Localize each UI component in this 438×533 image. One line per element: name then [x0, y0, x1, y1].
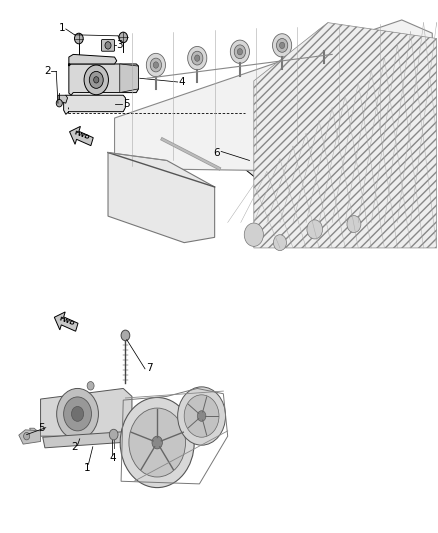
- Circle shape: [187, 46, 207, 70]
- Circle shape: [273, 235, 286, 251]
- Circle shape: [56, 100, 62, 107]
- Circle shape: [84, 65, 109, 95]
- Circle shape: [230, 40, 250, 63]
- Text: 5: 5: [123, 99, 130, 109]
- Polygon shape: [254, 22, 437, 248]
- Text: 2: 2: [71, 442, 78, 452]
- Circle shape: [286, 126, 299, 142]
- Circle shape: [244, 223, 263, 246]
- Circle shape: [57, 389, 99, 439]
- Circle shape: [129, 408, 185, 477]
- Circle shape: [272, 34, 292, 57]
- Circle shape: [89, 71, 103, 88]
- Text: 4: 4: [179, 77, 185, 87]
- Circle shape: [110, 429, 118, 440]
- Text: 6: 6: [213, 148, 220, 158]
- Polygon shape: [43, 431, 141, 448]
- Circle shape: [71, 407, 84, 421]
- Circle shape: [74, 33, 83, 44]
- Polygon shape: [120, 64, 138, 93]
- Text: 1: 1: [59, 23, 66, 33]
- Circle shape: [194, 55, 200, 61]
- Circle shape: [315, 28, 334, 51]
- Text: 3: 3: [117, 41, 123, 51]
- Circle shape: [197, 411, 206, 421]
- Circle shape: [94, 77, 99, 83]
- Circle shape: [191, 51, 203, 65]
- Text: 4: 4: [109, 454, 116, 463]
- Circle shape: [178, 387, 226, 445]
- Circle shape: [87, 382, 94, 390]
- Circle shape: [121, 330, 130, 341]
- Polygon shape: [64, 95, 125, 114]
- Circle shape: [251, 133, 264, 150]
- Polygon shape: [30, 428, 41, 439]
- Circle shape: [150, 58, 162, 72]
- Polygon shape: [234, 108, 319, 176]
- Polygon shape: [115, 20, 432, 171]
- Circle shape: [146, 53, 166, 77]
- Polygon shape: [19, 430, 41, 444]
- Circle shape: [234, 45, 246, 59]
- Circle shape: [319, 33, 330, 46]
- Polygon shape: [108, 152, 215, 243]
- Circle shape: [184, 395, 219, 437]
- Text: 2: 2: [44, 67, 50, 76]
- Circle shape: [153, 62, 159, 68]
- Polygon shape: [70, 126, 93, 146]
- Circle shape: [152, 436, 162, 449]
- Text: 1: 1: [84, 463, 90, 473]
- Circle shape: [244, 126, 270, 158]
- FancyBboxPatch shape: [284, 103, 302, 118]
- Polygon shape: [54, 312, 78, 331]
- Circle shape: [24, 432, 30, 440]
- FancyBboxPatch shape: [247, 109, 265, 124]
- Text: 5: 5: [38, 423, 45, 433]
- Circle shape: [307, 220, 322, 239]
- Polygon shape: [58, 95, 67, 103]
- Circle shape: [120, 398, 194, 488]
- Circle shape: [322, 36, 327, 43]
- Circle shape: [237, 49, 243, 55]
- Text: FWD: FWD: [58, 316, 75, 326]
- Circle shape: [279, 42, 285, 49]
- Polygon shape: [69, 64, 138, 95]
- Circle shape: [280, 119, 304, 149]
- Text: 7: 7: [146, 364, 153, 373]
- Circle shape: [119, 32, 127, 43]
- Circle shape: [347, 216, 361, 232]
- Circle shape: [105, 42, 111, 49]
- Polygon shape: [39, 389, 132, 436]
- Circle shape: [276, 38, 288, 52]
- FancyBboxPatch shape: [102, 39, 115, 51]
- Polygon shape: [69, 54, 117, 66]
- Text: FWD: FWD: [73, 131, 91, 141]
- Circle shape: [64, 397, 92, 431]
